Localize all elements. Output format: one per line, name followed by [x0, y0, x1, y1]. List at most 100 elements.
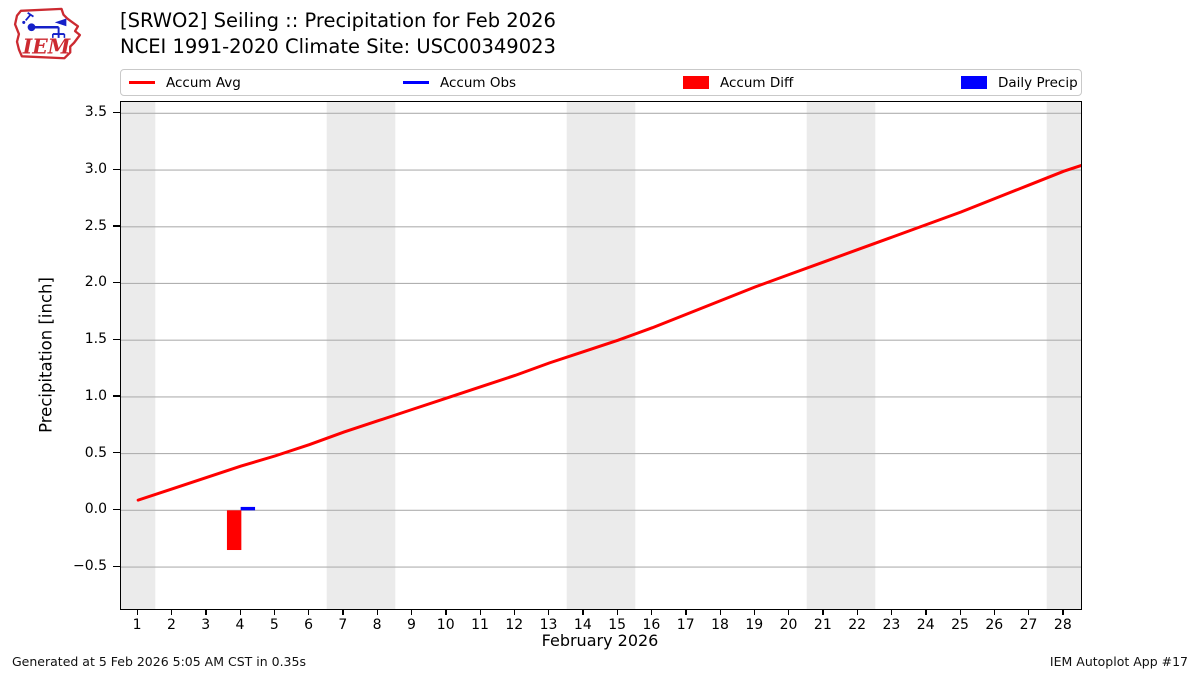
y-tick-mark: [113, 281, 120, 284]
x-tick-label: 10: [436, 617, 455, 633]
y-tick-mark: [113, 225, 120, 227]
x-tick-mark: [548, 609, 550, 615]
x-tick-mark: [513, 609, 516, 615]
x-tick-mark: [410, 609, 413, 615]
bar-daily-precip: [240, 506, 256, 511]
x-tick-mark: [239, 609, 241, 615]
x-tick-label: 20: [779, 617, 798, 633]
x-tick-label: 11: [471, 617, 489, 633]
legend-swatch: [129, 81, 155, 84]
y-tick-mark: [113, 338, 120, 340]
x-tick-mark: [342, 609, 344, 615]
x-tick-mark: [479, 609, 481, 615]
y-tick-label: −0.5: [73, 558, 107, 575]
x-tick-mark: [685, 609, 687, 615]
weekend-band: [1046, 102, 1081, 609]
chart-legend: Accum Avg Accum Obs Accum Diff Daily Precip: [120, 69, 1082, 96]
legend-label: Daily Precip: [998, 74, 1078, 91]
x-tick-label: 25: [951, 617, 969, 633]
x-tick-label: 1: [132, 617, 142, 633]
legend-item-accum-diff: Accum Diff: [683, 70, 793, 95]
legend-label: Accum Obs: [440, 74, 517, 91]
x-tick-label: 17: [676, 617, 695, 633]
x-tick-mark: [890, 609, 893, 615]
x-tick-label: 27: [1019, 617, 1038, 633]
x-axis-label: February 2026: [541, 631, 659, 650]
x-tick-label: 14: [573, 617, 592, 633]
x-tick-mark: [650, 609, 653, 615]
x-tick-mark: [1062, 609, 1064, 615]
x-tick-label: 6: [304, 617, 314, 633]
y-tick-mark: [113, 111, 120, 114]
logo-text: IEM: [22, 34, 71, 58]
x-tick-label: 4: [235, 617, 245, 633]
legend-label: Accum Avg: [166, 74, 241, 91]
bar-accum-diff: [226, 510, 242, 551]
x-tick-mark: [753, 609, 756, 615]
x-tick-mark: [136, 609, 138, 615]
x-tick-mark: [376, 609, 378, 615]
x-tick-label: 12: [505, 617, 524, 633]
x-tick-mark: [788, 609, 790, 615]
x-tick-label: 18: [711, 617, 729, 633]
y-tick-mark: [113, 565, 120, 567]
x-tick-label: 5: [269, 617, 279, 633]
x-tick-label: 16: [642, 617, 661, 633]
x-tick-mark: [445, 609, 447, 615]
iem-logo: IEM: [13, 7, 82, 60]
x-tick-label: 9: [406, 617, 416, 633]
x-tick-mark: [856, 609, 858, 615]
weather-station-icon: [22, 12, 67, 38]
x-tick-mark: [925, 609, 927, 615]
x-tick-mark: [822, 609, 824, 615]
y-tick-label: 1.0: [84, 387, 107, 404]
legend-item-accum-obs: Accum Obs: [403, 70, 516, 95]
title-line-2: NCEI 1991-2020 Climate Site: USC00349023: [120, 35, 556, 58]
y-axis: −0.5 0.0 0.5 1.0 1.5 2.0 2.5 3.0 3.5: [0, 101, 120, 608]
y-axis-label: Precipitation [inch]: [36, 277, 56, 433]
y-tick-mark: [113, 508, 120, 511]
legend-label: Accum Diff: [720, 74, 794, 91]
x-tick-mark: [1028, 609, 1030, 615]
legend-swatch: [961, 76, 987, 89]
title-line-1: [SRWO2] Seiling :: Precipitation for Feb…: [120, 9, 556, 32]
x-tick-label: 24: [916, 617, 935, 633]
x-tick-label: 21: [813, 617, 832, 633]
x-tick-mark: [582, 609, 584, 615]
page-title: [SRWO2] Seiling :: Precipitation for Feb…: [120, 8, 556, 60]
x-tick-mark: [959, 609, 961, 615]
series-accum-avg: [136, 164, 1081, 502]
y-tick-label: 0.5: [84, 444, 107, 461]
x-tick-label: 19: [745, 617, 764, 633]
x-tick-mark: [993, 609, 996, 615]
x-tick-label: 3: [201, 617, 211, 633]
x-tick-mark: [205, 609, 207, 615]
x-tick-label: 22: [848, 617, 867, 633]
weekend-band: [326, 102, 396, 609]
y-tick-label: 1.5: [84, 331, 107, 348]
x-tick-mark: [273, 609, 276, 615]
legend-item-daily-precip: Daily Precip: [961, 70, 1078, 95]
x-axis: 1 2 3 4 5 6 7 8 9 10 11 12 13 14 15 16 17 18 19 20 21 22 23 24 2…: [120, 608, 1080, 640]
weekend-band: [121, 102, 156, 609]
x-tick-label: 8: [372, 617, 382, 633]
generated-timestamp: Generated at 5 Feb 2026 5:05 AM CST in 0…: [12, 654, 306, 669]
plot-area: [120, 101, 1082, 610]
weekend-band: [566, 102, 636, 609]
y-tick-mark: [113, 168, 120, 170]
legend-swatch: [683, 76, 709, 89]
x-tick-mark: [170, 609, 173, 615]
y-tick-label: 0.0: [84, 501, 107, 518]
x-tick-label: 2: [166, 617, 176, 633]
legend-swatch: [403, 81, 429, 84]
x-tick-label: 15: [608, 617, 627, 633]
x-tick-mark: [308, 609, 310, 615]
y-tick-label: 3.5: [84, 104, 107, 121]
x-tick-label: 28: [1053, 617, 1072, 633]
x-tick-label: 26: [985, 617, 1004, 633]
x-tick-label: 23: [882, 617, 901, 633]
y-tick-mark: [113, 452, 120, 454]
y-tick-label: 2.0: [84, 274, 107, 291]
app-credit: IEM Autoplot App #17: [1049, 654, 1188, 669]
y-tick-label: 3.0: [84, 161, 107, 178]
